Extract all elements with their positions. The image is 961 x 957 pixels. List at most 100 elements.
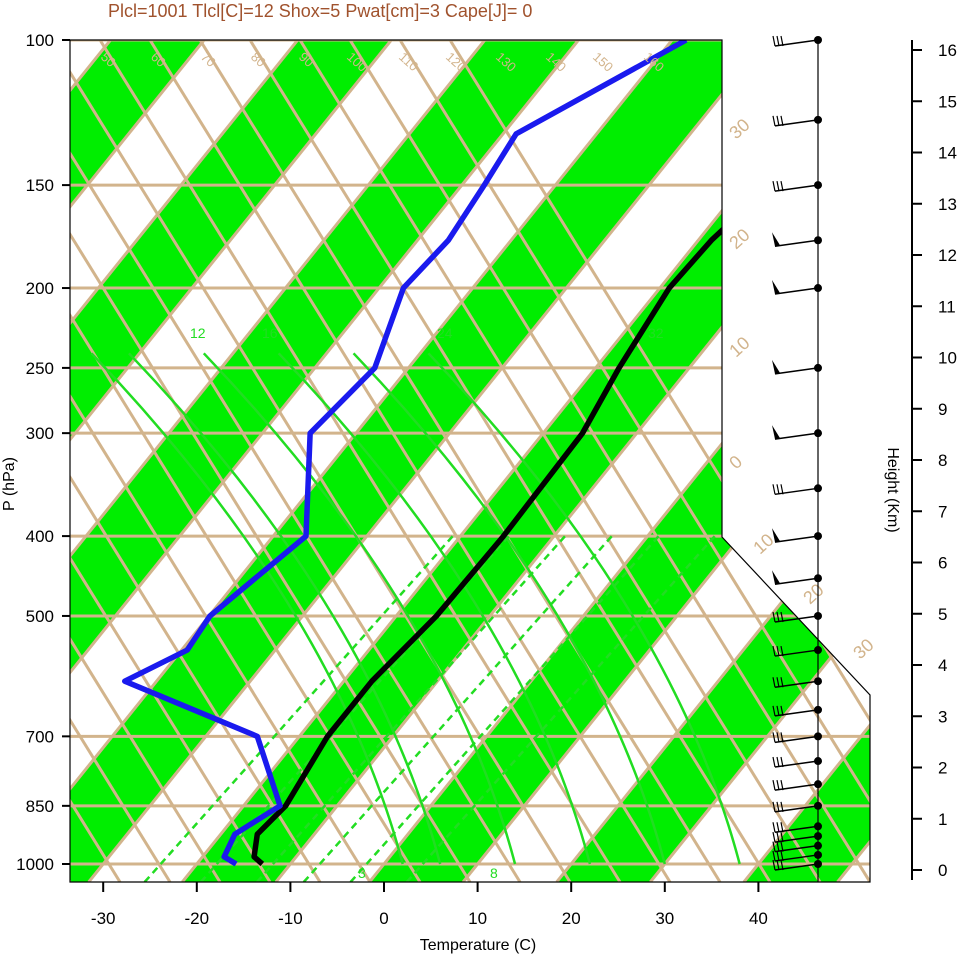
moist-adiabat-12	[90, 352, 404, 865]
wind-feather	[780, 801, 784, 812]
wind-barb	[774, 119, 819, 127]
plot-border	[69, 39, 871, 883]
wind-dot	[814, 36, 822, 44]
mixing-ratio-4	[256, 535, 567, 882]
wind-feather	[776, 780, 780, 791]
chart-title: Plcl=1001 Tlcl[C]=12 Shox=5 Pwat[cm]=3 C…	[108, 1, 533, 21]
wind-feather	[776, 831, 780, 843]
wind-feather	[776, 756, 780, 768]
wind-barb	[774, 680, 819, 688]
wind-feather	[780, 732, 784, 743]
wind-feather	[772, 756, 776, 768]
wind-barb	[774, 783, 819, 791]
grid-lines	[70, 40, 870, 882]
mixing-ratio-lines	[90, 352, 741, 882]
height-tick-label: 0	[938, 861, 947, 880]
plot-frame	[69, 39, 871, 883]
wind-feather	[776, 801, 780, 812]
wind-feather	[772, 115, 776, 126]
wind-feather	[772, 801, 776, 812]
wind-feather	[772, 850, 776, 862]
isotherm-label: 20	[725, 225, 753, 253]
wind-barb	[774, 760, 819, 768]
x-tick-label: 40	[749, 909, 768, 928]
wind-flag	[772, 280, 780, 295]
dry-adiabat-5	[70, 40, 322, 882]
wind-feather	[780, 677, 784, 688]
wind-feather	[772, 705, 776, 716]
p-tick-label: 300	[26, 424, 54, 443]
mixing-ratio-label: 24	[437, 325, 453, 341]
wind-barb	[774, 577, 819, 585]
height-tick-label: 11	[938, 297, 956, 316]
wind-dot	[814, 532, 822, 541]
wind-barb	[774, 39, 819, 47]
isotherm--90	[70, 40, 206, 882]
y-axis-title: P (hPa)	[1, 457, 18, 511]
wind-flag	[772, 570, 780, 585]
wind-feather	[776, 732, 780, 743]
wind-feather	[780, 180, 784, 192]
isotherm-label: 10	[725, 333, 753, 361]
x-tick-label: -20	[185, 909, 210, 928]
p-tick-label: 500	[26, 607, 54, 626]
dry-adiabat-3	[70, 40, 222, 882]
wind-feather	[780, 645, 784, 657]
mixing-ratio-9	[302, 535, 613, 882]
wind-barb	[774, 287, 819, 295]
wind-barb	[774, 805, 819, 813]
dry-adiabat-12	[148, 40, 672, 882]
x-tick-label: 30	[655, 909, 674, 928]
wind-feather	[776, 677, 780, 688]
wind-feather	[772, 822, 776, 833]
wind-dot	[814, 780, 822, 789]
wind-flag	[772, 359, 780, 374]
x-axis-title: Temperature (C)	[420, 937, 536, 954]
wind-barb	[774, 239, 819, 248]
isotherm--30	[87, 40, 767, 882]
wind-feather	[772, 677, 776, 688]
moist-adiabat-16	[128, 352, 442, 865]
p-tick-label: 700	[26, 727, 54, 746]
wind-dot	[814, 646, 822, 655]
isotherm-20	[555, 40, 870, 882]
wind-dot	[814, 705, 822, 714]
wind-dot	[814, 284, 822, 293]
height-tick-label: 5	[938, 605, 947, 624]
wind-feather	[780, 859, 784, 871]
isotherm--60	[70, 40, 487, 882]
dry-adiabat-18	[448, 40, 870, 882]
wind-flag	[772, 425, 780, 440]
wind-dot	[814, 860, 822, 868]
wind-feather	[776, 859, 780, 871]
mixing-ratio-label: 3	[358, 865, 366, 881]
wind-dot	[814, 236, 822, 245]
mixing-ratio-label: 32	[648, 325, 664, 341]
height-tick-label: 13	[938, 195, 957, 214]
wind-feather	[776, 611, 780, 623]
isotherm-label: 30	[725, 115, 753, 143]
isotherm-30	[649, 40, 870, 882]
height-tick-label: 3	[938, 707, 947, 726]
wind-feather	[772, 859, 776, 871]
wind-barb	[774, 844, 819, 853]
band--40	[70, 40, 766, 882]
height-tick-label: 12	[938, 246, 957, 265]
height-tick-label: 7	[938, 502, 947, 521]
wind-dot	[814, 611, 822, 620]
wind-feather	[776, 822, 780, 833]
wind-feather	[776, 841, 780, 852]
wind-feather	[772, 180, 776, 192]
isotherm-bands	[70, 40, 870, 882]
height-tick-label: 4	[938, 656, 947, 675]
x-tick-label: -10	[278, 909, 303, 928]
moist-adiabat-48	[427, 352, 741, 865]
wind-feather	[780, 841, 784, 852]
wind-feather	[780, 611, 784, 623]
height-tick-label: 1	[938, 810, 947, 829]
dry-adiabat-6	[70, 40, 372, 882]
mixing-ratio-20	[405, 535, 716, 882]
wind-feather	[780, 831, 784, 843]
